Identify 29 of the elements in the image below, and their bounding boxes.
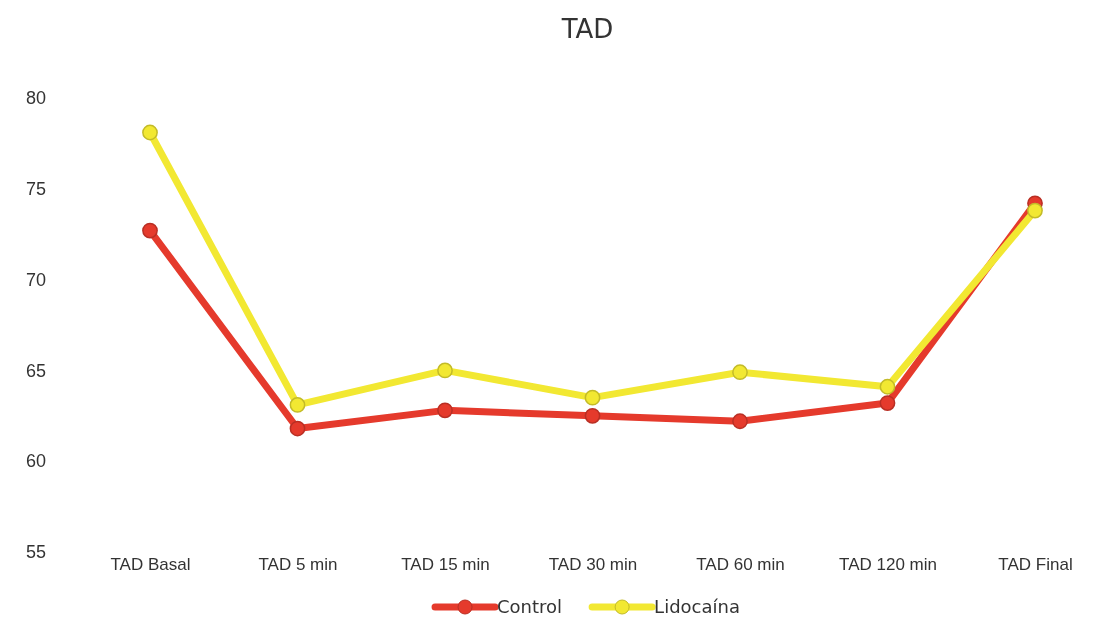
point [732, 364, 748, 381]
x-tick-label: TAD 60 min [696, 555, 785, 575]
point [289, 420, 306, 437]
x-tick-label: TAD 30 min [548, 555, 638, 575]
x-tick-label: TAD 15 min [401, 555, 490, 575]
y-tick-label: 75 [25, 179, 46, 200]
y-tick-label: 70 [25, 269, 46, 290]
point [879, 378, 896, 395]
point [732, 413, 748, 430]
x-tick-label: TAD Basal [110, 555, 191, 575]
chart-title: TAD [560, 14, 614, 44]
point [437, 362, 453, 379]
x-tick-label: TAD Final [998, 555, 1073, 575]
point [584, 389, 601, 406]
y-tick-label: 65 [25, 360, 46, 381]
y-tick-label: 80 [25, 88, 46, 109]
point [142, 124, 158, 141]
x-tick-label: TAD 5 min [258, 555, 338, 575]
x-tick-label: TAD 120 min [839, 555, 937, 575]
y-tick-label: 60 [25, 451, 46, 472]
point [879, 395, 896, 411]
point [584, 407, 601, 424]
point [289, 397, 306, 413]
point [142, 222, 158, 239]
y-tick-label: 55 [25, 542, 46, 563]
point [437, 402, 453, 419]
legend-label: Lidocaína [654, 596, 740, 617]
legend-label: Control [497, 596, 563, 617]
point [1027, 202, 1043, 219]
